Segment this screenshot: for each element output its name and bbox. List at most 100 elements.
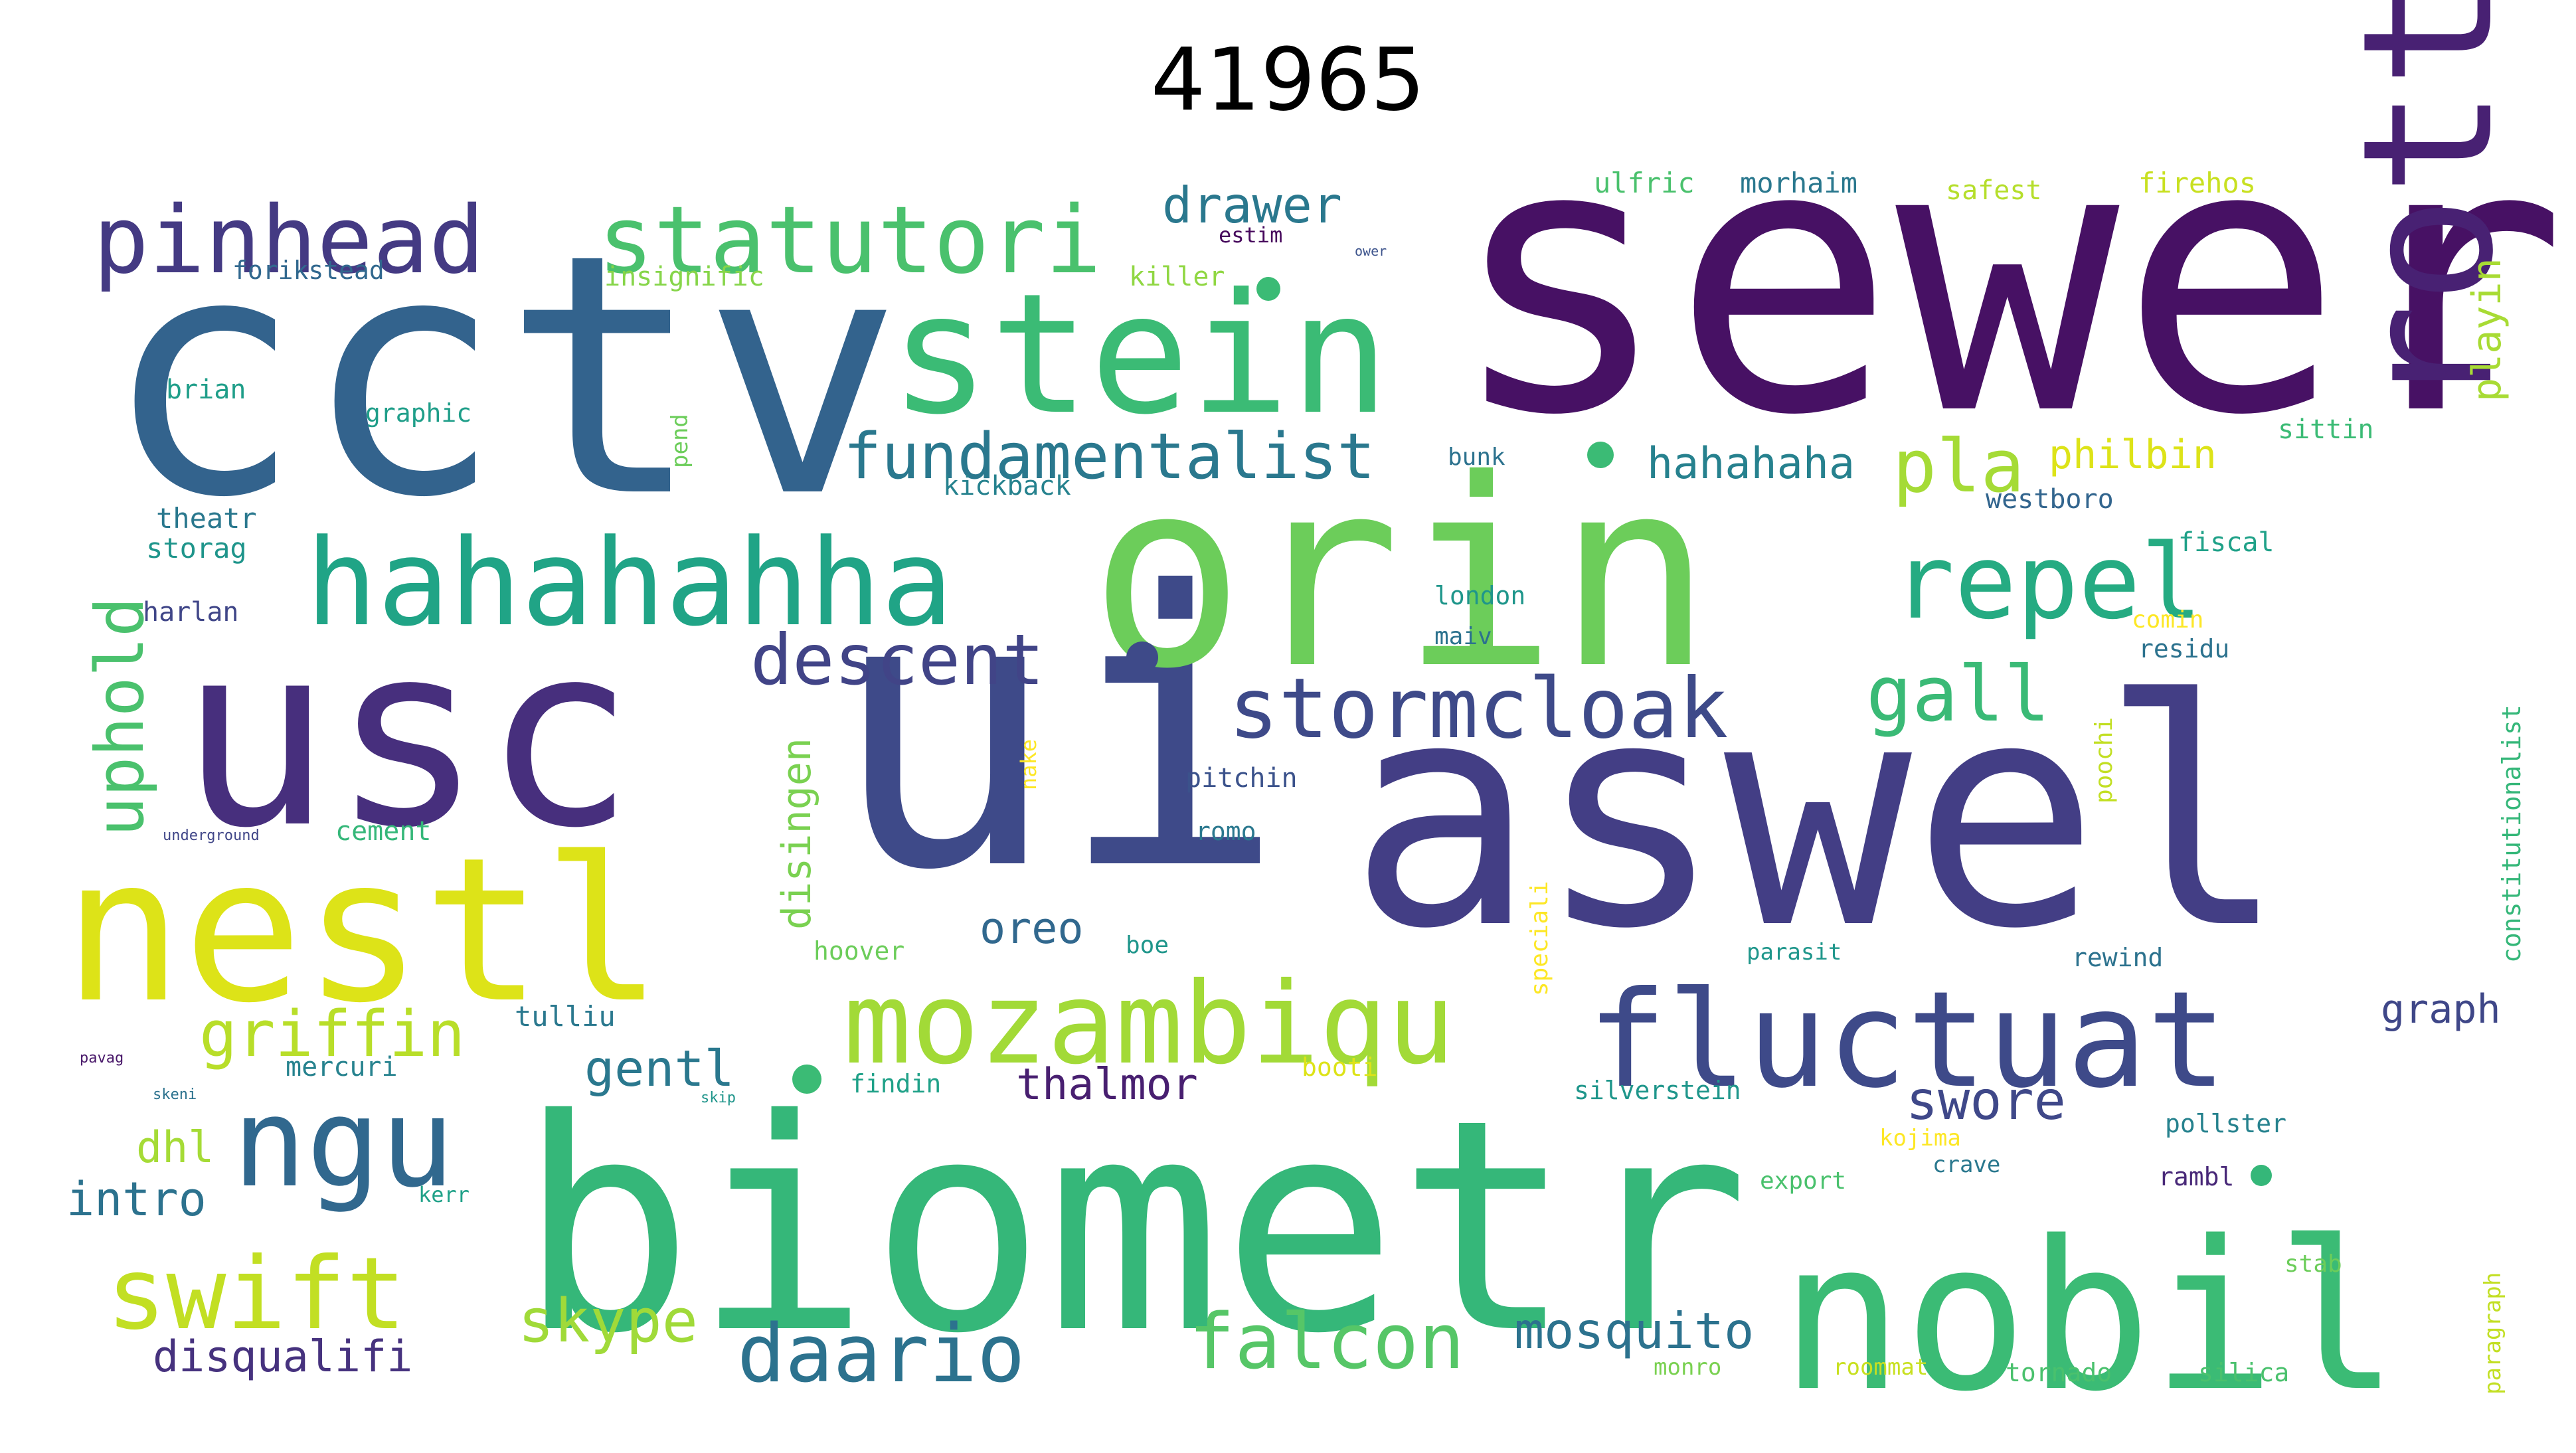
word-constitutionalist: constitutionalist <box>2497 705 2526 963</box>
word-mosquito: mosquito <box>1514 1302 1754 1360</box>
word-residu: residu <box>2138 634 2229 663</box>
word-stab: stab <box>2284 1250 2342 1278</box>
word-underground: underground <box>163 827 260 844</box>
word-silica: silica <box>2198 1358 2289 1387</box>
word-ulfric: ulfric <box>1594 167 1695 199</box>
word-nestl: nestl <box>63 815 663 1047</box>
word-dhl: dhl <box>136 1123 214 1173</box>
word-rotti: rotti <box>2324 0 2533 412</box>
word-gall: gall <box>1866 650 2050 739</box>
word-sittin: sittin <box>2278 414 2374 445</box>
word-crave: crave <box>1932 1152 2000 1178</box>
word-storag: storag <box>146 532 247 564</box>
word-mercuri: mercuri <box>286 1052 398 1082</box>
word-aswel: aswel <box>1348 634 2288 997</box>
word-brian: brian <box>166 375 246 405</box>
word-skype: skype <box>518 1286 698 1356</box>
word-export: export <box>1760 1167 1846 1195</box>
word-rambl: rambl <box>2158 1162 2234 1191</box>
dot-mark <box>1256 277 1280 301</box>
word-roommat: roommat <box>1833 1354 1928 1381</box>
word-pend: pend <box>667 414 693 468</box>
word-playin: playin <box>2464 258 2510 402</box>
word-uphold: uphold <box>81 597 159 837</box>
dot-mark <box>2251 1165 2272 1186</box>
dot-mark <box>1587 442 1614 468</box>
word-poochi: poochi <box>2091 717 2118 804</box>
word-cctv: cctv <box>103 183 902 570</box>
word-harlan: harlan <box>143 597 239 628</box>
dot-mark <box>792 1065 821 1094</box>
word-oreo: oreo <box>980 904 1084 954</box>
dot-mark <box>1126 641 1158 673</box>
word-griffin: griffin <box>199 998 465 1071</box>
word-westboro: westboro <box>1986 484 2114 515</box>
word-bunk: bunk <box>1448 444 1505 471</box>
word-fundamentalist: fundamentalist <box>843 420 1375 493</box>
word-morhaim: morhaim <box>1740 167 1857 199</box>
word-intro: intro <box>66 1172 207 1227</box>
word-estim: estim <box>1219 222 1282 248</box>
word-maiv: maiv <box>1434 623 1492 650</box>
word-statutori: statutori <box>598 187 1102 295</box>
word-falcon: falcon <box>1189 1298 1464 1387</box>
word-kojima: kojima <box>1879 1125 1961 1152</box>
word-pla: pla <box>1893 424 2025 509</box>
word-nobil: nobil <box>1780 1197 2399 1437</box>
word-thalmor: thalmor <box>1016 1060 1198 1110</box>
word-romo: romo <box>1195 817 1256 846</box>
word-findin: findin <box>850 1069 941 1098</box>
word-gentl: gentl <box>584 1039 734 1098</box>
word-pitchin: pitchin <box>1185 763 1298 794</box>
word-nake: nake <box>1016 739 1041 790</box>
word-descent: descent <box>750 620 1045 701</box>
word-comin: comin <box>2132 606 2203 634</box>
word-paragraph: paragraph <box>2480 1272 2506 1395</box>
word-parasit: parasit <box>1747 939 1842 966</box>
word-kickback: kickback <box>943 471 1071 501</box>
word-graph: graph <box>2381 986 2501 1033</box>
word-boe: boe <box>1126 932 1169 959</box>
word-cement: cement <box>335 816 432 847</box>
word-usc: usc <box>179 589 635 883</box>
word-tornado: tornado <box>2006 1358 2112 1387</box>
word-skip: skip <box>701 1090 736 1106</box>
word-orin: orin <box>1089 424 1713 725</box>
word-stein: stein <box>890 258 1390 451</box>
word-swore: swore <box>1906 1070 2066 1132</box>
word-ui: ui <box>830 513 1286 953</box>
word-tulliu: tulliu <box>515 1000 616 1033</box>
word-fluctuat: fluctuat <box>1587 963 2227 1118</box>
word-disingen: disingen <box>774 738 820 930</box>
word-theatr: theatr <box>156 502 257 535</box>
word-london: london <box>1434 581 1525 610</box>
word-skeni: skeni <box>153 1086 197 1103</box>
word-booti: booti <box>1302 1053 1377 1082</box>
word-killer: killer <box>1129 262 1225 292</box>
word-pinhead: pinhead <box>93 187 485 295</box>
word-safest: safest <box>1946 175 2042 206</box>
word-sewer: sewer <box>1448 64 2567 497</box>
word-graphic: graphic <box>365 398 472 428</box>
word-philbin: philbin <box>2049 432 2217 478</box>
word-disqualifi: disqualifi <box>153 1332 412 1382</box>
word-biometr: biometr <box>518 1057 1749 1397</box>
word-daario: daario <box>737 1308 1025 1401</box>
word-forikstead: forikstead <box>232 256 385 285</box>
page-title: 41965 <box>1150 29 1426 130</box>
word-firehos: firehos <box>2138 167 2256 199</box>
word-insignific: insignific <box>604 262 764 292</box>
word-kerr: kerr <box>418 1182 470 1207</box>
word-pollster: pollster <box>2165 1109 2286 1138</box>
word-hahahahha: hahahahha <box>305 514 953 653</box>
word-hoover: hoover <box>814 936 904 966</box>
word-speciali: speciali <box>1526 881 1553 996</box>
word-stormcloak: stormcloak <box>1229 661 1729 757</box>
word-fiscal: fiscal <box>2178 527 2275 558</box>
word-drawer: drawer <box>1162 176 1342 234</box>
word-mozambiqu: mozambiqu <box>843 958 1455 1090</box>
word-ngu: ngu <box>232 1071 454 1215</box>
word-swift: swift <box>106 1237 406 1352</box>
word-repel: repel <box>1893 522 2203 642</box>
